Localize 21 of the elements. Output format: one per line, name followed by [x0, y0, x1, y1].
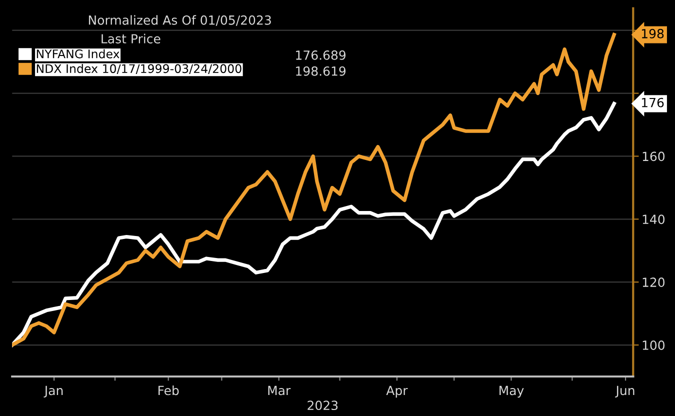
x-axis-title: 2023	[308, 400, 338, 410]
x-tick-label: May	[500, 386, 524, 398]
legend-title: Last Price	[102, 34, 160, 44]
legend-label: NYFANG Index	[36, 49, 120, 58]
legend-label: NDX Index 10/17/1999-03/24/2000	[36, 64, 242, 74]
x-tick-label: Feb	[158, 386, 179, 396]
y-tick-label: 140	[642, 214, 665, 224]
line-series	[12, 102, 616, 347]
y-tick-label: 100	[642, 340, 665, 350]
line-series	[12, 32, 616, 347]
chart-title: Normalized As Of 01/05/2023	[88, 15, 271, 26]
annotation: 198.619	[296, 66, 346, 76]
annotation: 176.689	[296, 50, 346, 60]
y-tick-label: 160	[642, 152, 665, 162]
x-tick-label: Jan	[44, 386, 63, 398]
x-tick-label: Mar	[268, 386, 291, 396]
annotation: 198	[642, 28, 664, 38]
x-tick-label: Apr	[386, 386, 408, 398]
annotation: 176	[642, 98, 664, 108]
x-tick-label: Jun	[615, 386, 634, 398]
y-tick-label: 120	[642, 278, 665, 288]
